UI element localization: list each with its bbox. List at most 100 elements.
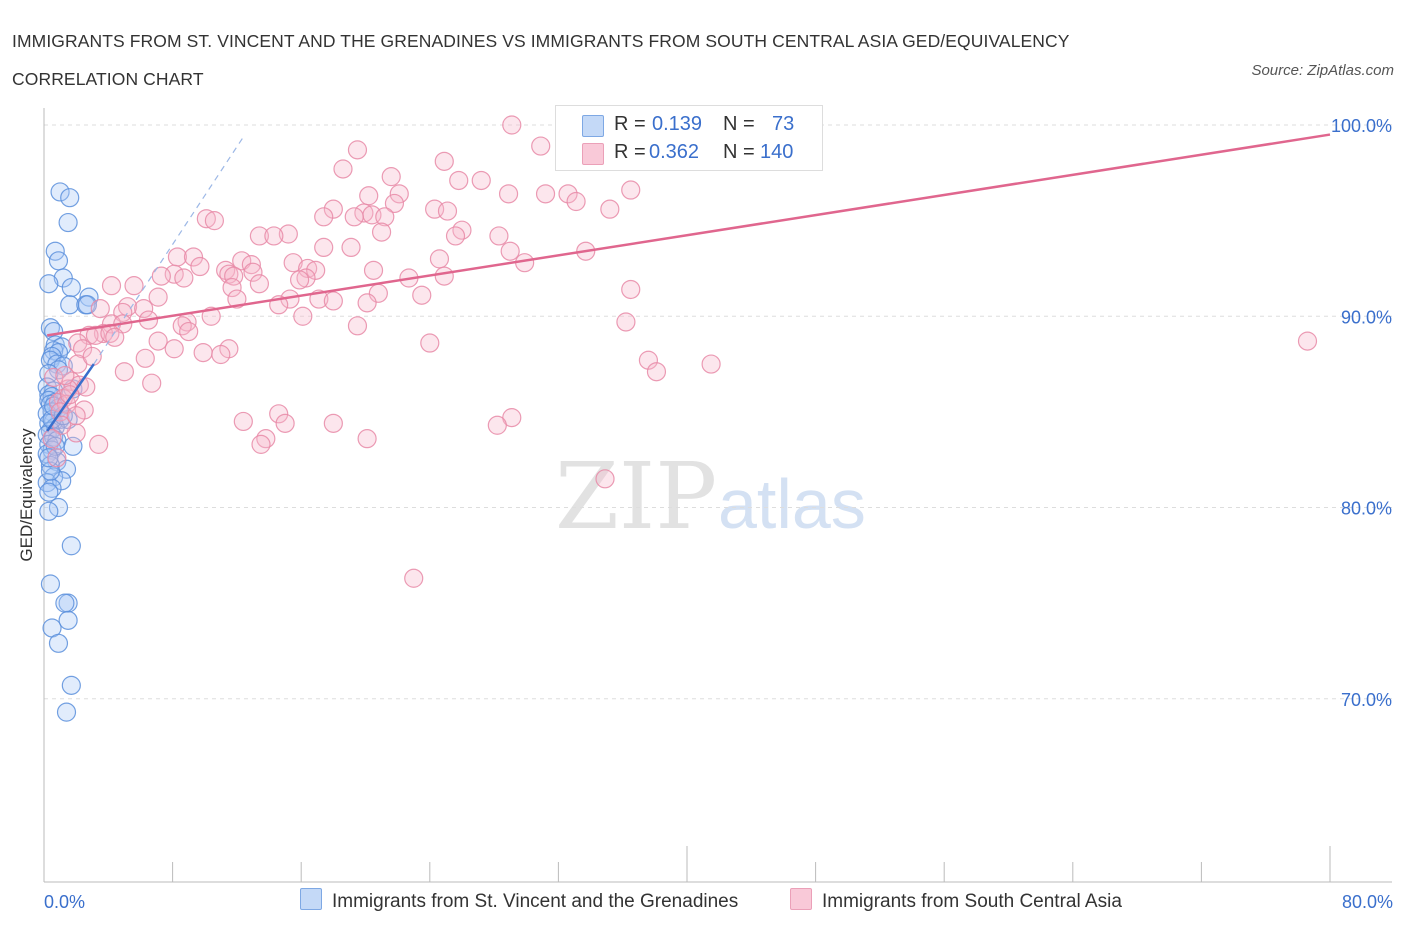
data-point [500,241,520,261]
data-point [50,182,70,202]
legend-swatch-pink [582,143,604,165]
data-point [354,203,374,223]
data-point [289,270,310,290]
series-blue-points [37,182,99,722]
data-point [600,199,620,219]
data-point [621,180,641,200]
data-point [264,226,284,246]
data-point [174,268,194,288]
data-point [124,276,144,296]
data-point [341,237,361,257]
data-point [381,167,401,187]
data-point [344,207,364,227]
data-point [437,201,458,221]
data-point [389,184,409,204]
gridlines [44,124,1392,700]
data-point [384,193,405,214]
data-point [135,348,155,368]
y-tick-labels: 70.0% 80.0% 90.0% 100.0% [1331,116,1392,710]
legend-n-label: N = [723,113,755,135]
trend-lines [46,133,1331,432]
data-point [233,411,253,432]
legend-n-label: N = [723,141,755,163]
data-point [323,199,343,219]
watermark-zip: ZIP [555,443,717,550]
data-point [449,170,469,191]
source-label: Source: ZipAtlas.com [1251,62,1394,79]
legend-r-value: 0.139 [652,113,703,135]
data-point [40,574,61,594]
data-point [90,299,110,319]
trend-line-blue [46,363,95,432]
data-point [72,339,93,359]
data-point [60,188,80,208]
data-point [243,262,263,282]
data-point [227,289,247,309]
data-point [211,344,231,365]
data-point [535,184,556,204]
x-tick-label: 0.0% [44,892,85,912]
data-point [1297,331,1318,351]
chart-title: IMMIGRANTS FROM ST. VINCENT AND THE GREN… [12,31,1070,89]
legend-r-label: R = [614,141,646,163]
series-legend-pink: Immigrants from South Central Asia [790,888,1122,913]
data-point [114,362,134,382]
series-legend-blue: Immigrants from St. Vincent and the Gren… [300,888,738,913]
data-point [55,365,75,386]
data-point [249,274,270,294]
data-point [375,207,395,227]
data-point [85,325,106,345]
series-swatch-blue [300,888,322,910]
data-point [434,266,454,286]
data-point [445,226,466,246]
data-point [39,274,59,294]
data-point [76,377,96,397]
data-point [434,151,454,171]
series-pink-points [42,115,1318,588]
data-point [275,413,295,433]
trend-line-blue-extension [93,134,246,365]
data-point [77,295,98,315]
data-point [167,247,188,267]
y-tick-label: 100.0% [1331,116,1392,136]
data-point [616,312,636,332]
data-point [502,115,522,135]
data-point [56,702,77,722]
data-point [105,327,125,347]
data-point [363,260,384,280]
data-point [61,277,81,298]
data-point [371,222,392,242]
data-point [204,211,224,231]
data-point [232,251,252,271]
data-point [55,593,75,613]
data-point [134,299,154,319]
data-point [357,293,377,313]
data-point [113,302,133,323]
data-point [148,331,168,351]
data-point [489,226,509,246]
data-point [251,434,271,454]
data-point [621,279,641,300]
data-point [148,287,168,307]
data-point [61,536,81,556]
legend-r-value: 0.362 [649,141,700,163]
data-point [531,136,551,156]
y-tick-label: 90.0% [1341,307,1392,327]
data-point [278,224,298,244]
data-point [359,186,379,206]
data-point [566,191,586,212]
data-point [298,258,318,279]
data-point [222,277,242,298]
data-point [60,295,80,315]
data-point [39,448,59,468]
data-point [333,159,353,179]
stats-legend: R = 0.139 N = 73 R = 0.362 N = 140 [555,105,823,171]
legend-n-value: 140 [760,141,794,163]
data-point [190,256,210,277]
data-point [179,321,199,342]
data-point [347,140,368,160]
axes [43,108,1392,883]
data-point [53,268,73,288]
legend-n-value: 73 [772,113,795,135]
data-point [66,406,86,426]
